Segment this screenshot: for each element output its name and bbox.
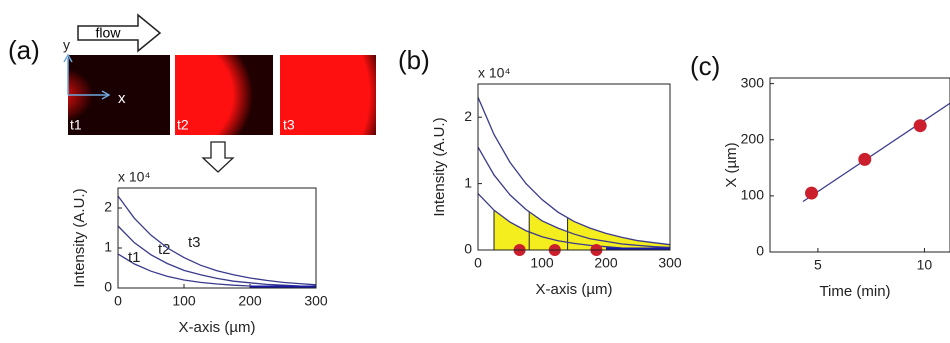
- x-tick-label: 300: [658, 255, 682, 271]
- y-tick-label: 300: [741, 74, 765, 90]
- frame-image: [175, 55, 273, 135]
- y-tick-label: 1: [464, 174, 472, 190]
- frame-label: t3: [283, 117, 295, 133]
- x-tick-label: 100: [172, 293, 196, 309]
- series-label: t1: [128, 249, 141, 266]
- axis-y-label: y: [63, 37, 70, 53]
- series-label: t2: [158, 241, 171, 258]
- frame-label: t1: [70, 117, 82, 133]
- x-axis-label: Time (min): [819, 283, 890, 300]
- y-tick-label: 200: [741, 130, 765, 146]
- x-tick-label: 10: [917, 257, 933, 273]
- flow-label: flow: [96, 25, 122, 41]
- x-tick-label: 0: [114, 293, 122, 309]
- y-tick-label: 1: [104, 239, 112, 255]
- plot-frame: [770, 78, 950, 252]
- y-axis-label: Intensity (A.U.): [431, 117, 448, 216]
- point: [914, 119, 927, 132]
- point: [858, 153, 871, 166]
- point: [805, 187, 818, 200]
- x-axis-label: X-axis (µm): [536, 281, 613, 298]
- fit-line: [803, 103, 950, 201]
- axis-x-label: x: [118, 90, 126, 107]
- down-arrow: [203, 142, 233, 172]
- x-tick-label: 200: [594, 255, 618, 271]
- y-tick-label: 100: [741, 187, 765, 203]
- y-tick-label: 2: [104, 199, 112, 215]
- y-axis-label: Intensity (A.U.): [71, 188, 88, 287]
- panel-label: (b): [398, 45, 430, 75]
- x-axis-label: X-axis (µm): [179, 319, 256, 336]
- x-tick-label: 200: [238, 293, 262, 309]
- panel-label: (a): [8, 35, 40, 65]
- series-label: t3: [188, 234, 201, 251]
- x-tick-label: 0: [474, 255, 482, 271]
- figure: flow y x t1 t2 t3 (a) X-axis (µm) Intensit…: [0, 0, 950, 338]
- series-line: [118, 196, 316, 285]
- y-tick-label: 2: [464, 108, 472, 124]
- y-multiplier: x 10⁴: [118, 169, 150, 185]
- y-tick-label: 0: [464, 241, 472, 257]
- x-tick-label: 5: [814, 257, 822, 273]
- panel-label: (c): [690, 51, 720, 81]
- x-tick-label: 100: [530, 255, 554, 271]
- image-strip: flow y x t1 t2 t3: [63, 15, 376, 172]
- frame-label: t2: [177, 117, 189, 133]
- y-tick-label: 0: [756, 243, 764, 259]
- series-line: [118, 226, 316, 286]
- x-tick-label: 300: [304, 293, 328, 309]
- y-axis-label: X (µm): [723, 142, 740, 187]
- y-tick-label: 0: [104, 279, 112, 295]
- y-multiplier: x 10⁴: [478, 65, 510, 81]
- plot-frame: [118, 188, 316, 288]
- shaded-area: [568, 218, 670, 250]
